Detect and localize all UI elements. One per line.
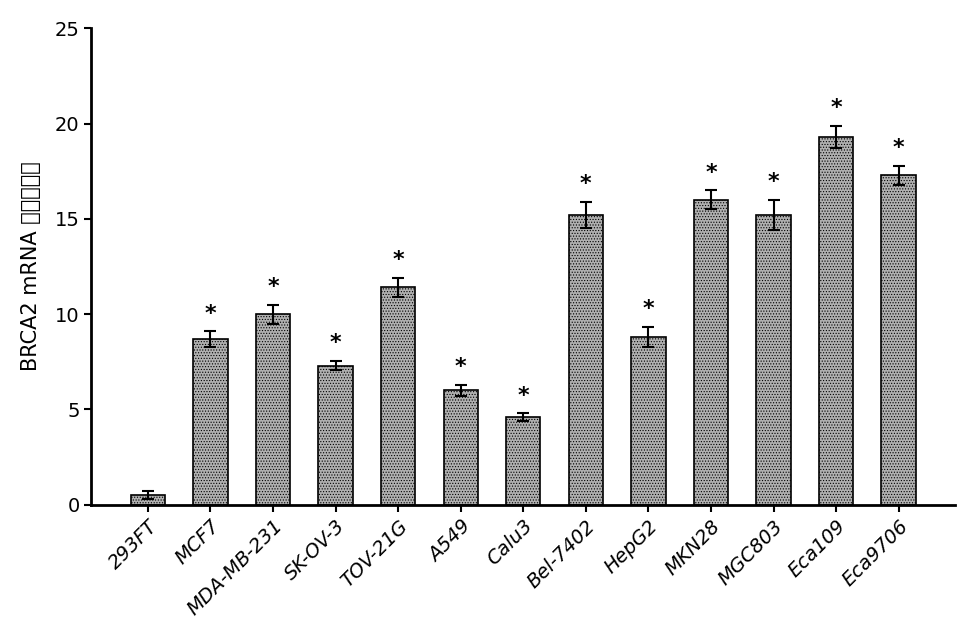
Bar bbox=[193, 339, 227, 505]
Bar bbox=[694, 200, 728, 505]
Bar bbox=[381, 287, 416, 505]
Text: *: * bbox=[642, 299, 654, 319]
Bar bbox=[631, 337, 666, 505]
Bar bbox=[131, 495, 165, 505]
Bar bbox=[756, 215, 791, 505]
Bar bbox=[507, 417, 541, 505]
Bar bbox=[256, 314, 290, 505]
Bar bbox=[881, 175, 915, 505]
Bar bbox=[318, 365, 352, 505]
Text: *: * bbox=[893, 138, 905, 158]
Text: *: * bbox=[330, 333, 342, 353]
Text: *: * bbox=[205, 303, 217, 324]
Text: *: * bbox=[455, 357, 467, 377]
Text: *: * bbox=[706, 163, 716, 182]
Text: *: * bbox=[267, 277, 279, 297]
Bar bbox=[819, 137, 853, 505]
Text: *: * bbox=[831, 98, 842, 118]
Text: *: * bbox=[392, 250, 404, 270]
Y-axis label: BRCA2 mRNA 相对表达量: BRCA2 mRNA 相对表达量 bbox=[20, 162, 41, 371]
Bar bbox=[443, 390, 478, 505]
Text: *: * bbox=[580, 174, 591, 194]
Text: *: * bbox=[517, 385, 529, 406]
Bar bbox=[569, 215, 603, 505]
Text: *: * bbox=[768, 172, 780, 192]
